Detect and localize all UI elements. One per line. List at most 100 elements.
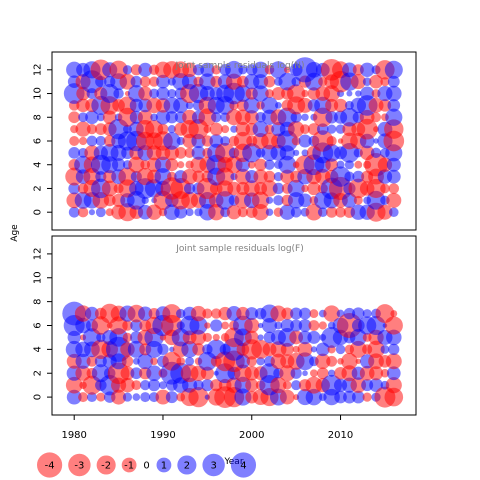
log-f-bubble [185, 356, 195, 366]
log-n-bubble [346, 90, 353, 97]
log-n-bubble [336, 160, 345, 169]
log-f-bubble [212, 333, 220, 341]
log-f-bubble [130, 367, 143, 380]
log-f-bubble [244, 317, 260, 334]
log-n-bubble [174, 205, 188, 219]
log-f-bubble [137, 353, 154, 370]
log-f-bubble [315, 353, 331, 369]
log-n-y-axis: 0 2 4 6 8 10 12 [33, 63, 52, 215]
log-n-bubble [230, 125, 238, 133]
log-n-bubble [68, 111, 81, 124]
log-n-bubble [243, 97, 260, 114]
log-n-bubble [253, 169, 268, 184]
log-f-bubble [290, 319, 303, 332]
log-f-bubble [305, 388, 323, 406]
log-n-bubble [327, 124, 337, 134]
log-f-bubble [309, 309, 319, 318]
log-f-bubble [274, 321, 283, 330]
log-n-bubble [183, 182, 196, 195]
log-n-bubble [242, 143, 262, 163]
log-n-bubble [156, 74, 170, 89]
log-n-bubble [252, 203, 269, 221]
log-f-bubble [279, 389, 295, 405]
log-f-bubble [328, 369, 336, 377]
log-n-bubble [238, 65, 248, 75]
log-f-bubble [155, 389, 171, 405]
log-n-bubble [149, 88, 160, 99]
log-f-bubble [121, 355, 134, 368]
log-f-bubble [351, 390, 365, 404]
log-n-bubble [389, 207, 399, 217]
log-n-bubble [344, 171, 355, 182]
legend-label: -1 [124, 461, 134, 472]
log-n-y-tick-label: 2 [33, 185, 44, 191]
log-f-bubble [281, 307, 294, 320]
legend-bubble [68, 453, 91, 477]
log-f-bubble [244, 330, 259, 345]
log-n-bubble [247, 160, 256, 169]
log-n-bubble [253, 74, 269, 90]
log-f-bubble [140, 380, 151, 391]
log-f-bubble [157, 343, 169, 355]
y-axis-title: Age [10, 224, 20, 242]
log-n-bubble [386, 157, 401, 172]
log-n-bubble [235, 121, 251, 137]
log-n-bubble [370, 147, 382, 159]
log-f-bubble [323, 305, 340, 322]
log-n-bubble [290, 206, 302, 218]
log-f-bubble [257, 334, 264, 341]
log-n-bubble [118, 167, 137, 186]
log-n-bubble [75, 121, 91, 137]
log-n-bubble [330, 166, 351, 187]
log-n-bubble [307, 181, 321, 196]
log-f-bubble [388, 343, 400, 355]
log-n-bubble [287, 179, 305, 198]
log-n-bubble [263, 170, 276, 183]
log-n-bubble [380, 77, 390, 87]
x-tick-label: 2000 [239, 430, 264, 441]
log-n-bubble [284, 66, 291, 74]
log-n-bubble [209, 122, 223, 136]
log-n-y-tick-label: 10 [33, 87, 44, 100]
log-f-bubble [146, 365, 162, 382]
log-f-bubble [221, 321, 230, 330]
log-n-bubble [360, 62, 375, 77]
log-f-bubble [270, 305, 287, 322]
log-f-bubble [349, 340, 367, 358]
log-f-bubble [362, 309, 372, 319]
log-f-y-tick-label: 0 [33, 394, 44, 400]
log-f-bubble [257, 322, 264, 329]
log-f-bubble [148, 379, 161, 392]
log-f-bubble [270, 377, 287, 394]
log-f-bubble [385, 353, 402, 370]
log-f-bubble [280, 318, 294, 333]
log-n-bubble [86, 124, 98, 135]
log-f-bubble [193, 380, 204, 391]
log-n-bubble [352, 170, 365, 183]
log-n-bubble [157, 123, 169, 135]
log-f-bubble [189, 316, 208, 335]
log-f-bubble [307, 330, 321, 344]
log-n-bubble [377, 204, 393, 220]
log-n-bubble [271, 86, 285, 101]
log-n-bubble [293, 149, 300, 156]
log-n-y-tick-label: 12 [33, 63, 44, 76]
log-n-bubble [252, 85, 269, 102]
log-f-bubble [380, 344, 390, 354]
log-n-bubble [274, 102, 282, 109]
legend-label: 2 [184, 461, 190, 472]
log-n-bubble [167, 171, 177, 182]
log-n-bubble [279, 204, 295, 220]
log-n-bubble [261, 96, 279, 114]
log-n-bubble [252, 61, 269, 78]
log-n-bubble [388, 183, 400, 194]
log-f-bubble [350, 377, 367, 393]
legend-label: 0 [143, 461, 149, 472]
log-f-bubble [384, 316, 403, 335]
log-n-bubble [362, 77, 372, 86]
log-n-bubble [200, 62, 215, 77]
log-n-bubble [387, 99, 401, 112]
legend-label: -4 [45, 461, 55, 472]
log-n-title: Joint sample residuals log(N) [174, 61, 304, 71]
log-n-bubble [182, 62, 197, 78]
